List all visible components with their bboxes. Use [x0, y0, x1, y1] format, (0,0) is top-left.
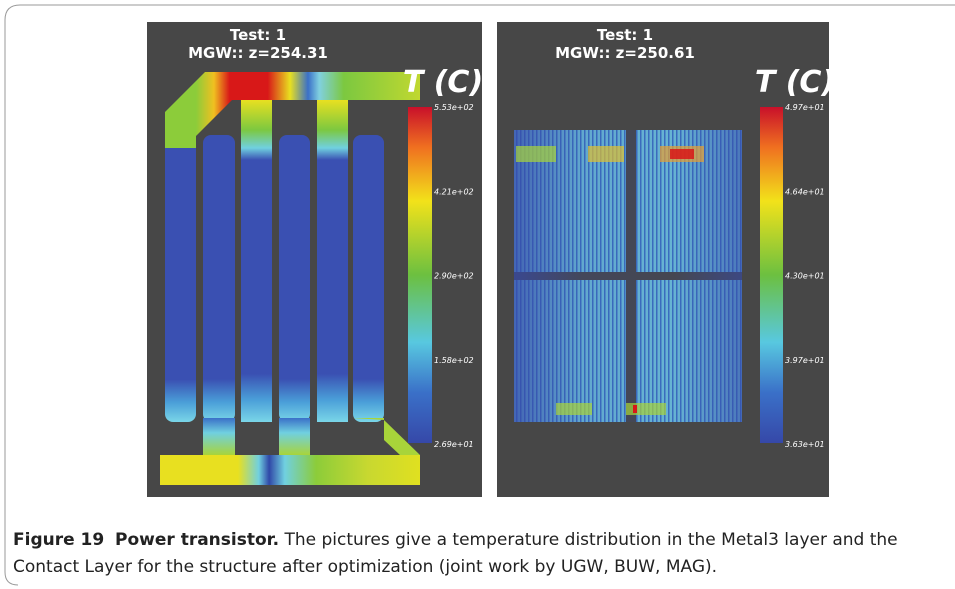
frame: [4, 4, 955, 586]
caption-label: Figure 19: [13, 530, 105, 550]
colorbar-label: 5.53e+02: [434, 103, 474, 112]
colorbar-label: 3.63e+01: [785, 440, 825, 449]
colorbar: [408, 107, 432, 443]
colorbar: [760, 107, 783, 443]
colorbar-labels: 5.53e+02 4.21e+02 2.90e+02 1.58e+02 2.69e+01: [434, 103, 474, 449]
colorbar-label: 3.97e+01: [785, 356, 825, 365]
colorbar-label: 4.97e+01: [785, 103, 825, 112]
colorbar-label: 4.21e+02: [434, 187, 474, 196]
colorbar-label: 2.90e+02: [434, 272, 474, 281]
colorbar-labels: 4.97e+01 4.64e+01 4.30e+01 3.97e+01 3.63e+01: [785, 103, 825, 449]
colorbar-label: 4.64e+01: [785, 187, 825, 196]
colorbar-label: 1.58e+02: [434, 356, 474, 365]
panel-subtitle: MGW:: z=250.61: [555, 44, 695, 62]
panel-title: Test: 1: [230, 26, 286, 44]
caption-title: Power transistor.: [115, 530, 280, 550]
heatmap: [514, 130, 742, 422]
caption-text: The pictures give a temperature distribu…: [13, 530, 898, 577]
colorbar-title: T (C): [403, 65, 483, 100]
heatmap: [160, 72, 420, 485]
colorbar-title: T (C): [755, 65, 835, 100]
panel-title: Test: 1: [597, 26, 653, 44]
caption: Figure 19 Power transistor. The pictures…: [13, 527, 913, 581]
colorbar-label: 4.30e+01: [785, 272, 825, 281]
panel-subtitle: MGW:: z=254.31: [188, 44, 328, 62]
colorbar-label: 2.69e+01: [434, 440, 474, 449]
